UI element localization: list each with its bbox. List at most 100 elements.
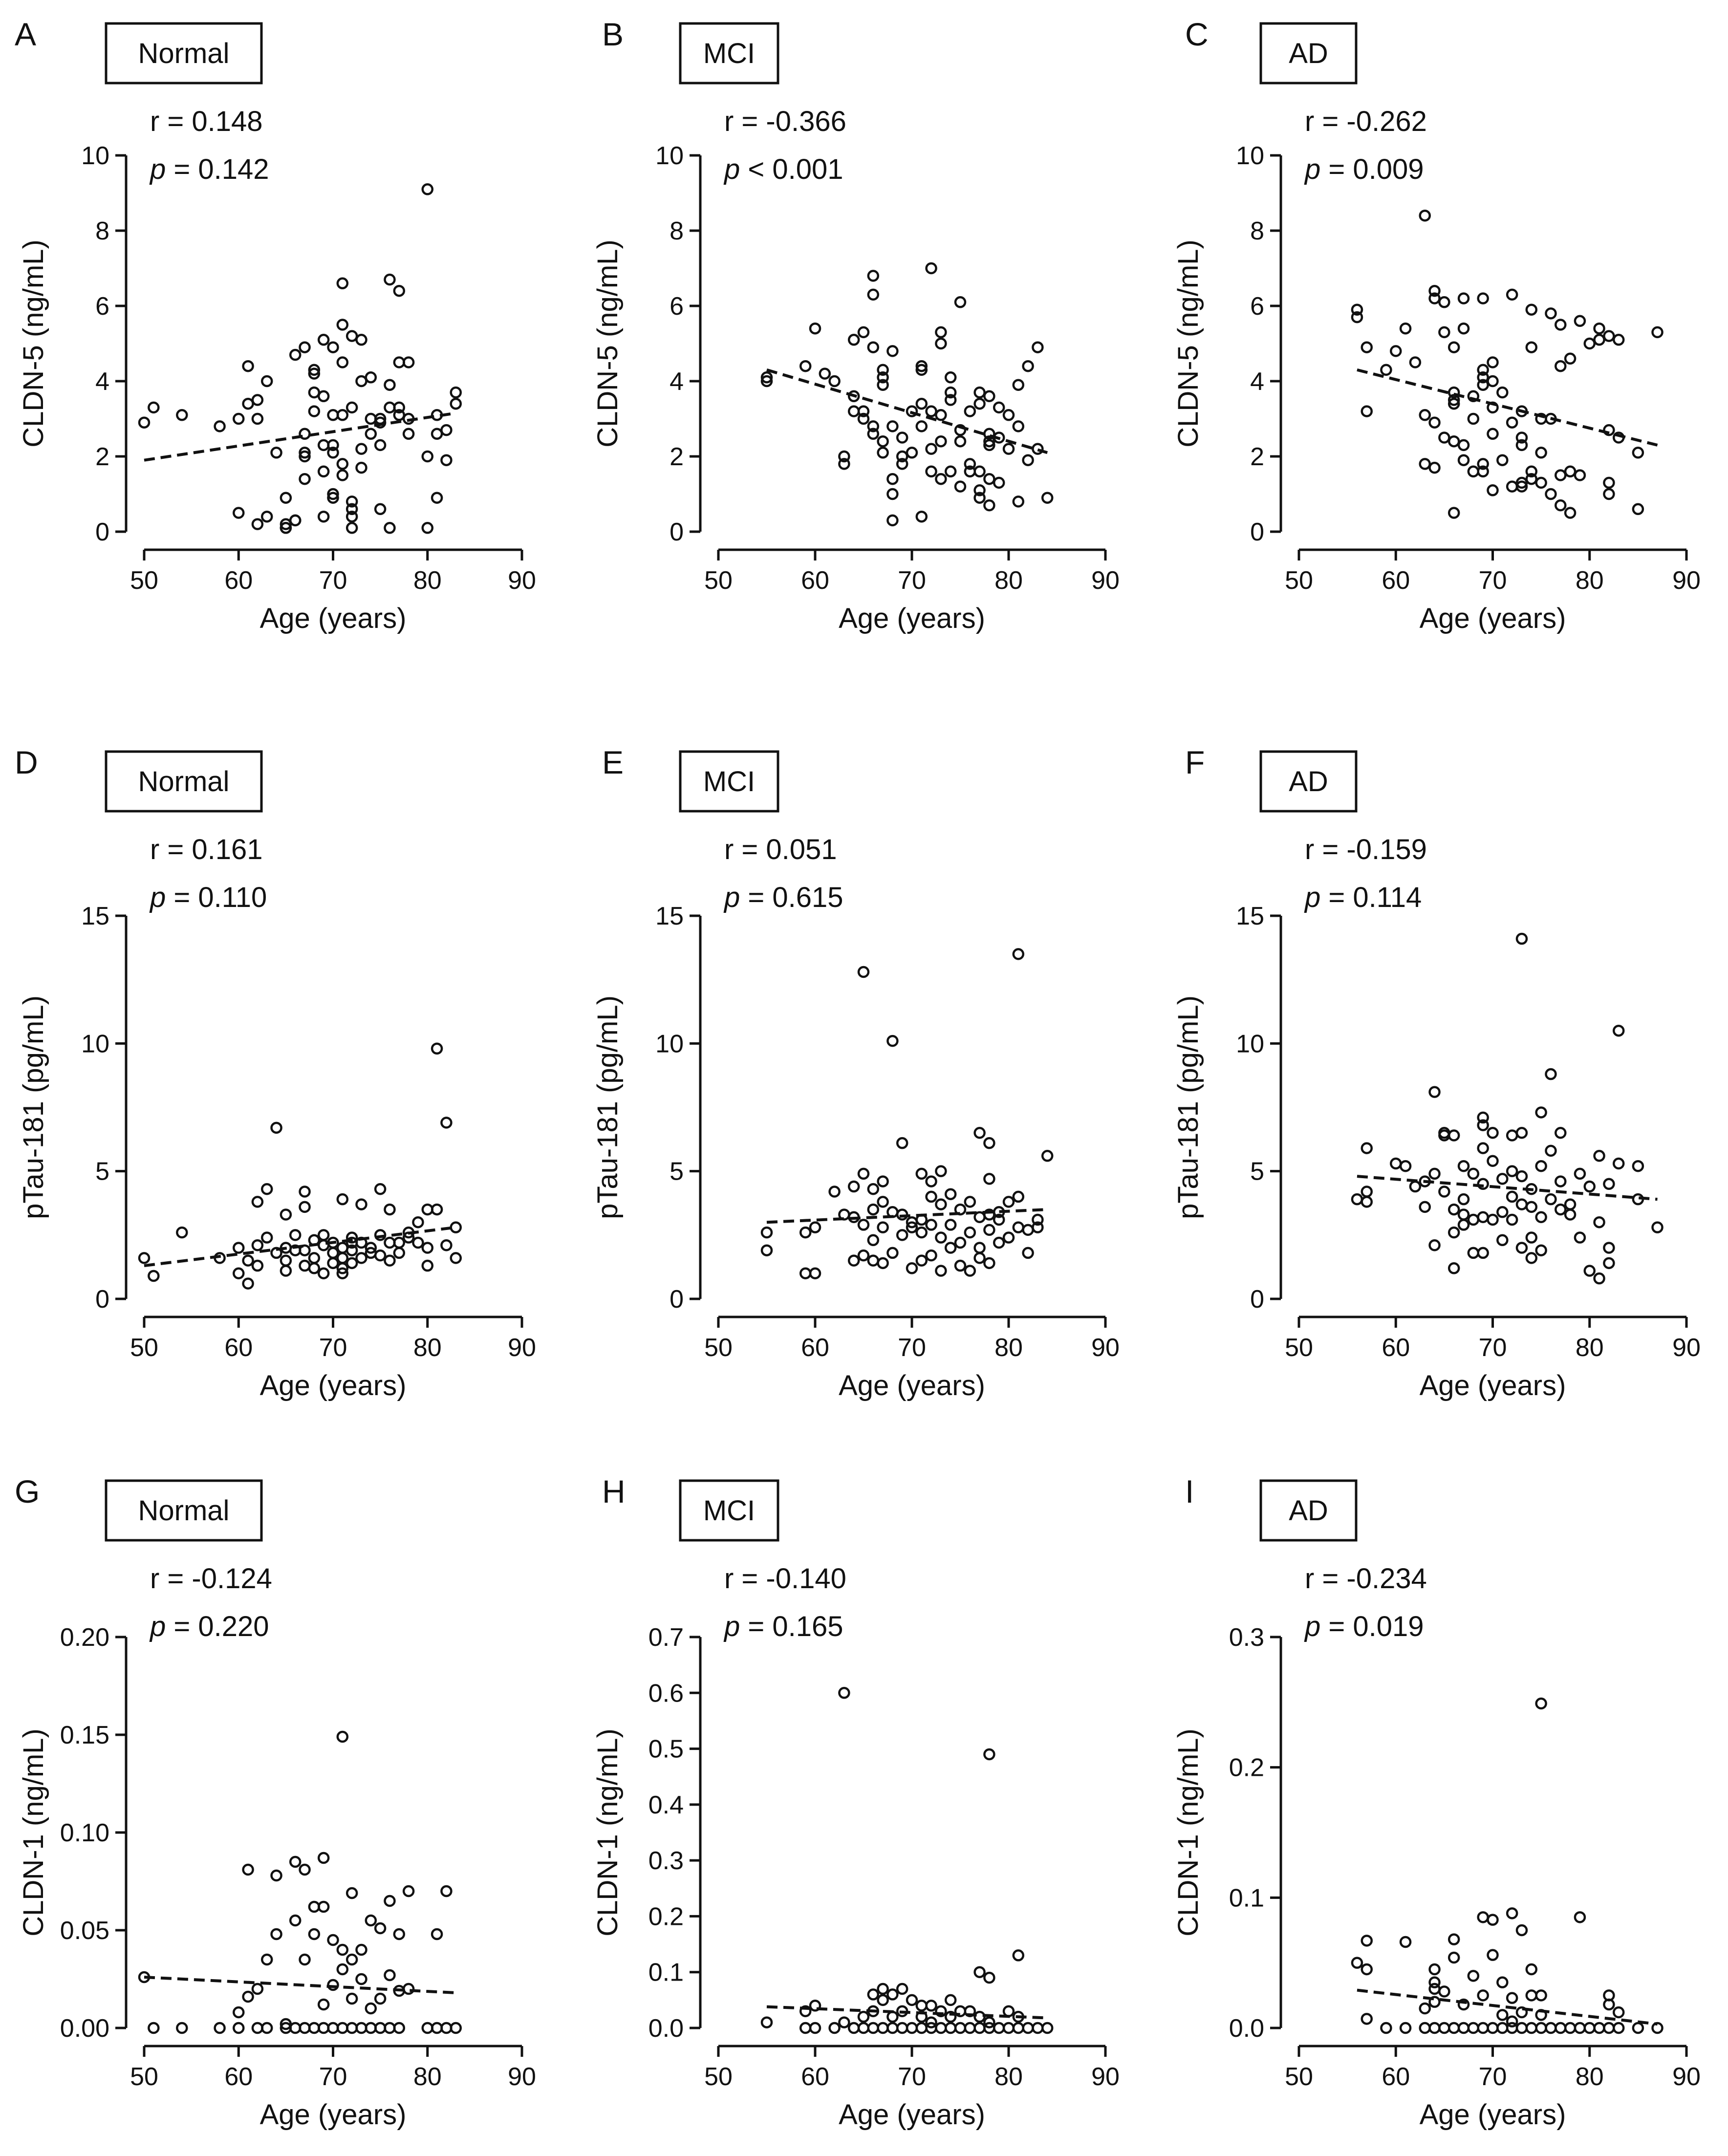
regression-line-c bbox=[1357, 368, 1658, 447]
data-point-g-21 bbox=[299, 2022, 311, 2034]
data-point-g-11 bbox=[260, 2022, 273, 2034]
data-point-a-27 bbox=[308, 364, 321, 376]
data-point-c-57 bbox=[1535, 447, 1547, 459]
data-point-b-66 bbox=[983, 439, 995, 452]
regression-line-i bbox=[1357, 1988, 1658, 2026]
data-point-e-53 bbox=[973, 1127, 986, 1139]
data-point-a-45 bbox=[336, 458, 349, 470]
data-point-c-68 bbox=[1564, 465, 1577, 478]
data-point-f-42 bbox=[1515, 932, 1528, 945]
group-label-box-e bbox=[679, 750, 779, 813]
x-tick-label-g-0: 50 bbox=[130, 2063, 158, 2091]
data-point-h-6 bbox=[838, 1687, 850, 1699]
data-point-b-31 bbox=[896, 458, 908, 470]
data-point-e-55 bbox=[973, 1242, 986, 1254]
data-point-i-9 bbox=[1428, 1963, 1441, 1976]
data-point-c-14 bbox=[1428, 416, 1441, 429]
data-point-g-49 bbox=[384, 1895, 396, 1907]
data-point-d-9 bbox=[251, 1239, 264, 1251]
data-point-f-3 bbox=[1361, 1142, 1373, 1154]
data-point-c-74 bbox=[1603, 330, 1615, 342]
data-point-b-18 bbox=[867, 420, 880, 432]
data-point-e-37 bbox=[925, 1190, 937, 1203]
y-axis-label-g: CLDN-1 (ng/mL) bbox=[18, 1728, 49, 1936]
x-tick-label-b-4: 90 bbox=[1091, 566, 1120, 595]
data-point-e-71 bbox=[1022, 1224, 1034, 1236]
data-point-a-23 bbox=[299, 341, 311, 353]
stat-p-e: p = 0.615 bbox=[723, 882, 843, 913]
data-point-d-53 bbox=[384, 1236, 396, 1249]
panel-letter-i: I bbox=[1185, 1473, 1194, 1509]
data-point-c-53 bbox=[1525, 341, 1538, 353]
data-point-d-65 bbox=[440, 1117, 453, 1129]
data-point-f-33 bbox=[1487, 1155, 1499, 1167]
data-point-b-47 bbox=[935, 473, 947, 485]
x-tick-label-e-4: 90 bbox=[1091, 1334, 1120, 1362]
x-tick-label-b-1: 60 bbox=[801, 566, 829, 595]
data-point-a-65 bbox=[384, 401, 396, 414]
data-point-a-57 bbox=[365, 428, 377, 440]
data-point-g-47 bbox=[374, 1992, 387, 2005]
y-tick-label-d-0: 0 bbox=[95, 1285, 109, 1314]
data-point-i-46 bbox=[1545, 2022, 1557, 2034]
data-point-b-45 bbox=[935, 409, 947, 421]
y-axis-label-f: pTau-181 (pg/mL) bbox=[1172, 995, 1204, 1219]
data-point-e-5 bbox=[809, 1221, 821, 1233]
data-point-c-55 bbox=[1525, 473, 1538, 485]
data-point-h-29 bbox=[925, 2016, 937, 2028]
data-point-f-18 bbox=[1447, 1262, 1460, 1274]
data-point-c-32 bbox=[1477, 371, 1489, 384]
y-tick-label-a-2: 4 bbox=[95, 367, 109, 396]
panel-i: I AD r = -0.234 p = 0.019 0.0 0.1 0.2 0.3 50 60 70… bbox=[1172, 1473, 1701, 2131]
stat-p-symbol-b: p bbox=[723, 153, 740, 185]
data-point-d-21 bbox=[299, 1186, 311, 1198]
data-point-e-34 bbox=[915, 1226, 928, 1239]
x-tick-label-h-0: 50 bbox=[704, 2063, 733, 2091]
data-point-i-45 bbox=[1535, 2022, 1547, 2034]
data-point-b-59 bbox=[973, 397, 986, 410]
data-point-b-16 bbox=[867, 341, 880, 353]
data-point-a-31 bbox=[317, 334, 330, 346]
data-point-e-3 bbox=[799, 1267, 812, 1279]
data-point-c-67 bbox=[1564, 507, 1577, 519]
data-point-e-8 bbox=[847, 1254, 860, 1267]
data-point-b-42 bbox=[925, 405, 937, 417]
x-tick-label-g-2: 70 bbox=[319, 2063, 347, 2091]
data-point-d-49 bbox=[374, 1249, 387, 1262]
data-point-i-51 bbox=[1583, 2022, 1596, 2034]
panel-h: H MCI r = -0.140 p = 0.165 0.0 0.1 0.2 0.3 0.4 0.… bbox=[592, 1473, 1120, 2131]
data-point-f-37 bbox=[1496, 1234, 1509, 1247]
data-point-b-20 bbox=[877, 447, 889, 459]
data-point-e-66 bbox=[1002, 1231, 1015, 1244]
data-point-c-50 bbox=[1515, 476, 1528, 489]
data-point-b-2 bbox=[799, 360, 812, 372]
data-point-h-35 bbox=[944, 2022, 957, 2034]
regression-line-d bbox=[144, 1226, 456, 1268]
y-axis-label-d: pTau-181 (pg/mL) bbox=[18, 995, 49, 1219]
data-point-f-30 bbox=[1477, 1211, 1489, 1223]
data-point-i-8 bbox=[1419, 2022, 1431, 2034]
y-tick-label-e-3: 15 bbox=[655, 902, 684, 930]
data-point-a-20 bbox=[289, 348, 302, 361]
data-point-b-63 bbox=[973, 492, 986, 504]
data-point-i-13 bbox=[1428, 2022, 1441, 2034]
data-point-f-17 bbox=[1447, 1226, 1460, 1239]
group-label-c: AD bbox=[1289, 38, 1328, 69]
data-point-g-29 bbox=[327, 1934, 339, 1946]
data-point-a-6 bbox=[242, 397, 254, 410]
data-point-e-16 bbox=[867, 1254, 880, 1267]
y-tick-label-g-2: 0.10 bbox=[60, 1819, 109, 1847]
data-point-c-29 bbox=[1467, 412, 1480, 425]
y-axis-label-i: CLDN-1 (ng/mL) bbox=[1172, 1728, 1204, 1936]
data-point-i-39 bbox=[1525, 1963, 1538, 1976]
y-tick-label-c-0: 0 bbox=[1250, 518, 1264, 546]
data-point-i-28 bbox=[1487, 2022, 1499, 2034]
data-point-b-61 bbox=[973, 484, 986, 496]
group-label-box-a bbox=[105, 22, 263, 85]
data-point-b-9 bbox=[847, 334, 860, 346]
data-point-e-23 bbox=[886, 1035, 899, 1047]
data-point-c-70 bbox=[1574, 469, 1586, 481]
y-tick-label-b-1: 2 bbox=[670, 443, 684, 471]
data-point-c-72 bbox=[1593, 334, 1605, 346]
data-point-b-74 bbox=[1002, 443, 1015, 455]
